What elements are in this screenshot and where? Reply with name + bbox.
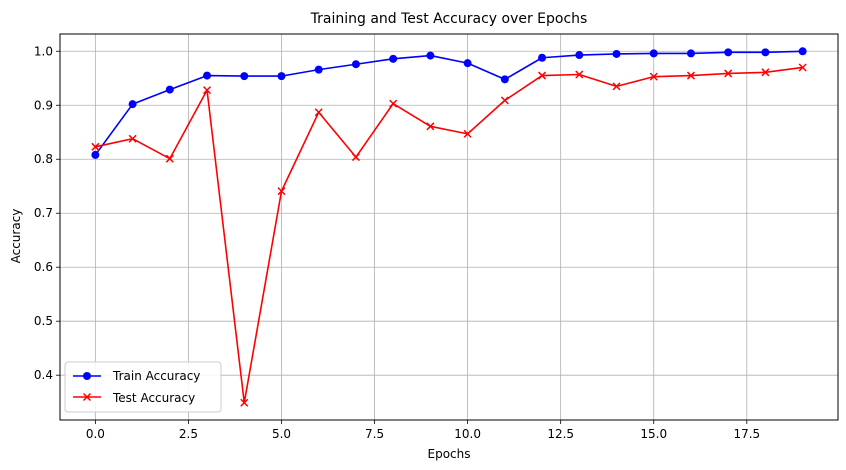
test-accuracy-point (389, 99, 398, 108)
train-accuracy-point (575, 51, 584, 60)
train-accuracy-point (426, 51, 435, 60)
test-accuracy-point (165, 154, 174, 163)
test-accuracy-point (463, 129, 472, 138)
train-accuracy-point (128, 100, 137, 109)
train-accuracy-point (649, 49, 658, 58)
y-tick-label: 0.5 (34, 314, 53, 328)
y-tick-label: 1.0 (34, 44, 53, 58)
y-axis-label: Accuracy (9, 209, 23, 264)
test-accuracy-point (203, 86, 212, 95)
test-accuracy-point (351, 153, 360, 162)
train-accuracy-point (538, 53, 547, 62)
train-accuracy-point (91, 150, 100, 159)
x-tick-label: 17.5 (733, 427, 760, 441)
x-tick-label: 12.5 (547, 427, 574, 441)
y-tick-label: 0.8 (34, 152, 53, 166)
train-accuracy-point (686, 49, 695, 58)
x-tick-label: 10.0 (454, 427, 481, 441)
test-accuracy-point (686, 71, 695, 80)
test-accuracy-series (91, 63, 807, 407)
train-accuracy-point (724, 48, 733, 57)
train-accuracy-point (612, 49, 621, 58)
y-tick-label: 0.7 (34, 206, 53, 220)
train-accuracy-point (798, 47, 807, 56)
test-accuracy-point (649, 72, 658, 81)
legend-test-label: Test Accuracy (112, 391, 195, 405)
test-accuracy-line (95, 66, 803, 404)
train-accuracy-point (761, 48, 770, 57)
train-accuracy-point (463, 59, 472, 68)
test-accuracy-point (240, 398, 249, 407)
train-accuracy-point (351, 60, 360, 69)
train-accuracy-point (389, 54, 398, 63)
test-accuracy-point (575, 70, 584, 79)
legend-test-swatch-marker (82, 392, 92, 402)
train-accuracy-point (500, 75, 509, 84)
test-accuracy-point (761, 68, 770, 77)
train-accuracy-point (314, 65, 323, 74)
series-layer (91, 47, 807, 407)
x-axis-label: Epochs (428, 447, 471, 461)
plot-frame (59, 33, 839, 421)
legend-box (64, 361, 222, 413)
train-accuracy-line (94, 50, 803, 156)
x-tick-label: 2.5 (179, 427, 198, 441)
y-tick-label: 0.4 (34, 368, 53, 382)
test-accuracy-point (724, 69, 733, 78)
test-accuracy-point (91, 142, 100, 151)
test-accuracy-point (798, 63, 807, 72)
test-accuracy-point (426, 122, 435, 131)
test-accuracy-point (314, 108, 323, 117)
test-accuracy-point (612, 82, 621, 91)
train-accuracy-series (91, 47, 807, 159)
x-tick-label: 7.5 (365, 427, 384, 441)
x-tick-label: 15.0 (640, 427, 667, 441)
y-tick-label: 0.9 (34, 98, 53, 112)
x-tick-label: 0.0 (86, 427, 105, 441)
legend: Train Accuracy Test Accuracy (64, 361, 222, 413)
chart-title: Training and Test Accuracy over Epochs (310, 11, 588, 27)
train-accuracy-point (240, 72, 249, 81)
test-accuracy-point (277, 187, 286, 196)
legend-train-swatch-marker (83, 372, 91, 380)
train-accuracy-point (203, 71, 212, 80)
train-accuracy-point (277, 72, 286, 81)
y-tick-label: 0.6 (34, 260, 53, 274)
x-tick-label: 5.0 (272, 427, 291, 441)
test-accuracy-point (128, 134, 137, 143)
test-accuracy-point (500, 96, 509, 105)
axis-ticks: 0.0 2.5 5.0 7.5 10.0 12.5 15.0 17.5 0.4 0.5 0.6 0.7… (34, 44, 760, 441)
train-accuracy-point (165, 85, 174, 94)
legend-train-label: Train Accuracy (112, 369, 200, 383)
test-accuracy-point (538, 71, 547, 80)
